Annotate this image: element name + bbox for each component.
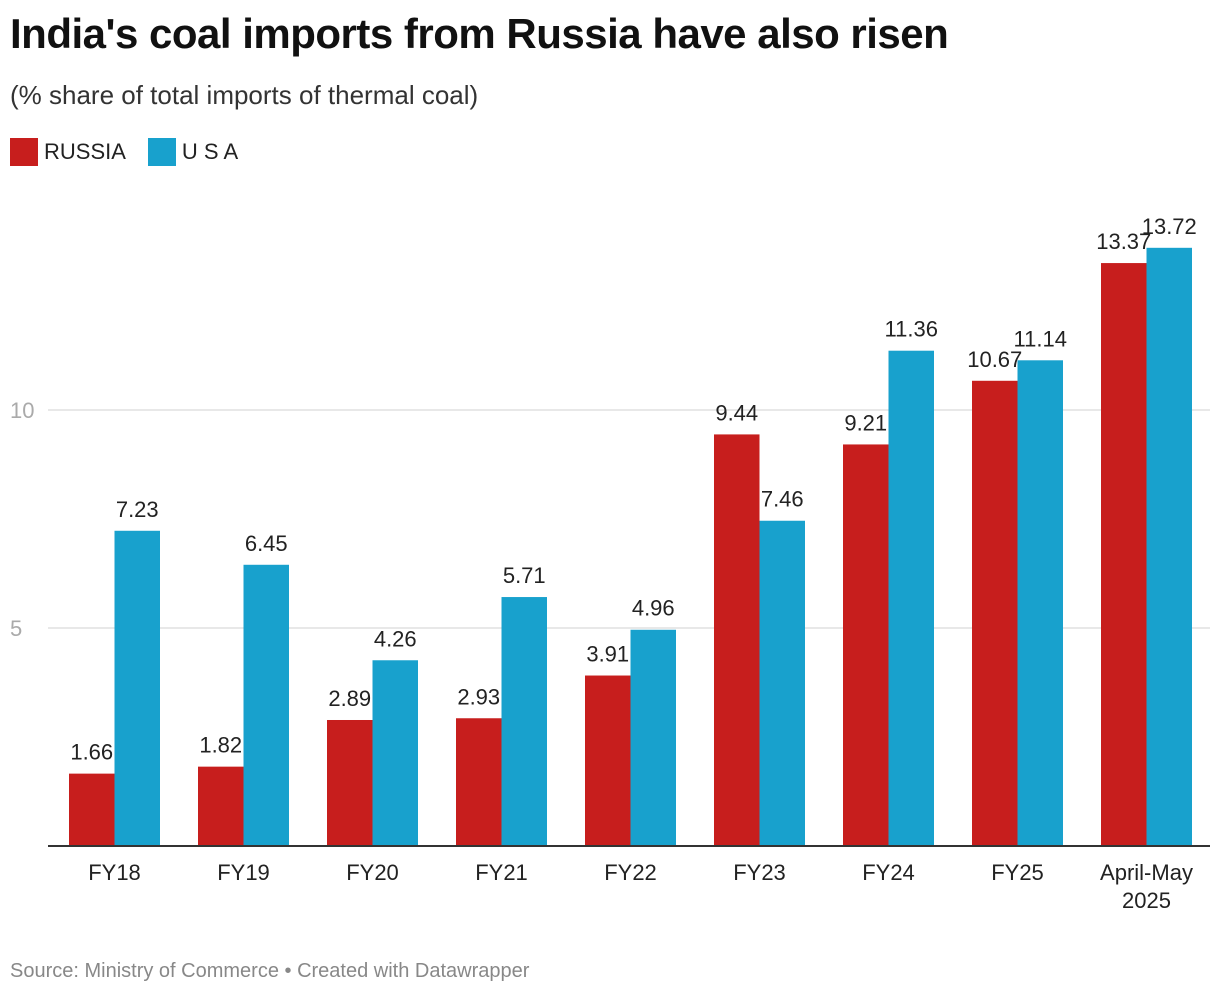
bar-usa-7 <box>1017 360 1063 846</box>
bar-usa-2 <box>372 660 418 846</box>
legend-label-usa: U S A <box>181 139 239 164</box>
value-label-russia-8: 13.37 <box>1096 229 1151 254</box>
bar-russia-5 <box>714 434 760 846</box>
value-label-russia-3: 2.93 <box>457 684 500 709</box>
value-labels-layer: 1.66 1.82 2.89 2.93 3.91 9.44 9.21 10.67 13.37 7.… <box>70 214 1196 765</box>
value-label-russia-1: 1.82 <box>199 733 242 758</box>
bar-russia-0 <box>69 773 115 846</box>
value-label-russia-0: 1.66 <box>70 740 113 765</box>
x-axis: FY18 FY19 FY20 FY21 FY22 FY23 FY24 FY25 April-Ma… <box>48 845 1210 913</box>
bar-usa-6 <box>888 350 934 846</box>
x-tick-label-8-line0: April-May <box>1100 860 1193 885</box>
x-tick-label-4: FY22 <box>604 860 657 885</box>
bar-usa-3 <box>501 597 547 846</box>
bar-russia-4 <box>585 675 631 846</box>
chart-subtitle: (% share of total imports of thermal coa… <box>10 80 479 110</box>
value-label-usa-4: 4.96 <box>632 596 675 621</box>
legend-label-russia: RUSSIA <box>44 139 126 164</box>
value-label-usa-8: 13.72 <box>1142 214 1197 239</box>
legend-item-usa: U S A <box>147 138 239 166</box>
x-tick-label-7: FY25 <box>991 860 1044 885</box>
bar-russia-6 <box>843 444 889 846</box>
y-tick-label-10: 10 <box>10 398 34 423</box>
chart-title: India's coal imports from Russia have al… <box>10 10 949 57</box>
legend-swatch-russia <box>10 138 38 166</box>
x-tick-label-8-line1: 2025 <box>1122 888 1171 913</box>
bar-usa-8 <box>1146 247 1192 847</box>
x-tick-label-3: FY21 <box>475 860 528 885</box>
bar-usa-5 <box>759 520 805 846</box>
value-label-usa-1: 6.45 <box>245 531 288 556</box>
legend-item-russia: RUSSIA <box>10 138 126 166</box>
value-label-russia-7: 10.67 <box>967 347 1022 372</box>
value-label-russia-6: 9.21 <box>844 410 887 435</box>
bar-russia-1 <box>198 766 244 846</box>
bar-russia-7 <box>972 380 1018 846</box>
value-label-usa-2: 4.26 <box>374 626 417 651</box>
bar-russia-2 <box>327 719 373 846</box>
legend-swatch-usa <box>147 138 176 166</box>
value-label-usa-6: 11.36 <box>885 317 938 342</box>
value-label-russia-4: 3.91 <box>586 642 629 667</box>
value-label-russia-2: 2.89 <box>328 686 371 711</box>
x-tick-label-5: FY23 <box>733 860 786 885</box>
value-label-usa-3: 5.71 <box>503 563 546 588</box>
bar-usa-4 <box>630 629 676 846</box>
value-label-usa-5: 7.46 <box>761 487 804 512</box>
x-tick-label-1: FY19 <box>217 860 270 885</box>
legend: RUSSIA U S A <box>10 138 260 166</box>
value-label-russia-5: 9.44 <box>715 400 758 425</box>
value-label-usa-7: 11.14 <box>1014 326 1067 351</box>
source-note: Source: Ministry of Commerce • Created w… <box>10 960 530 982</box>
x-tick-label-6: FY24 <box>862 860 915 885</box>
x-tick-label-2: FY20 <box>346 860 399 885</box>
bar-russia-8 <box>1101 263 1147 846</box>
bar-usa-1 <box>243 564 289 846</box>
x-tick-label-0: FY18 <box>88 860 141 885</box>
value-label-usa-0: 7.23 <box>116 497 159 522</box>
bars-layer <box>69 247 1192 847</box>
bar-usa-0 <box>114 530 160 846</box>
bar-russia-3 <box>456 718 502 846</box>
y-tick-label-5: 5 <box>10 616 22 641</box>
